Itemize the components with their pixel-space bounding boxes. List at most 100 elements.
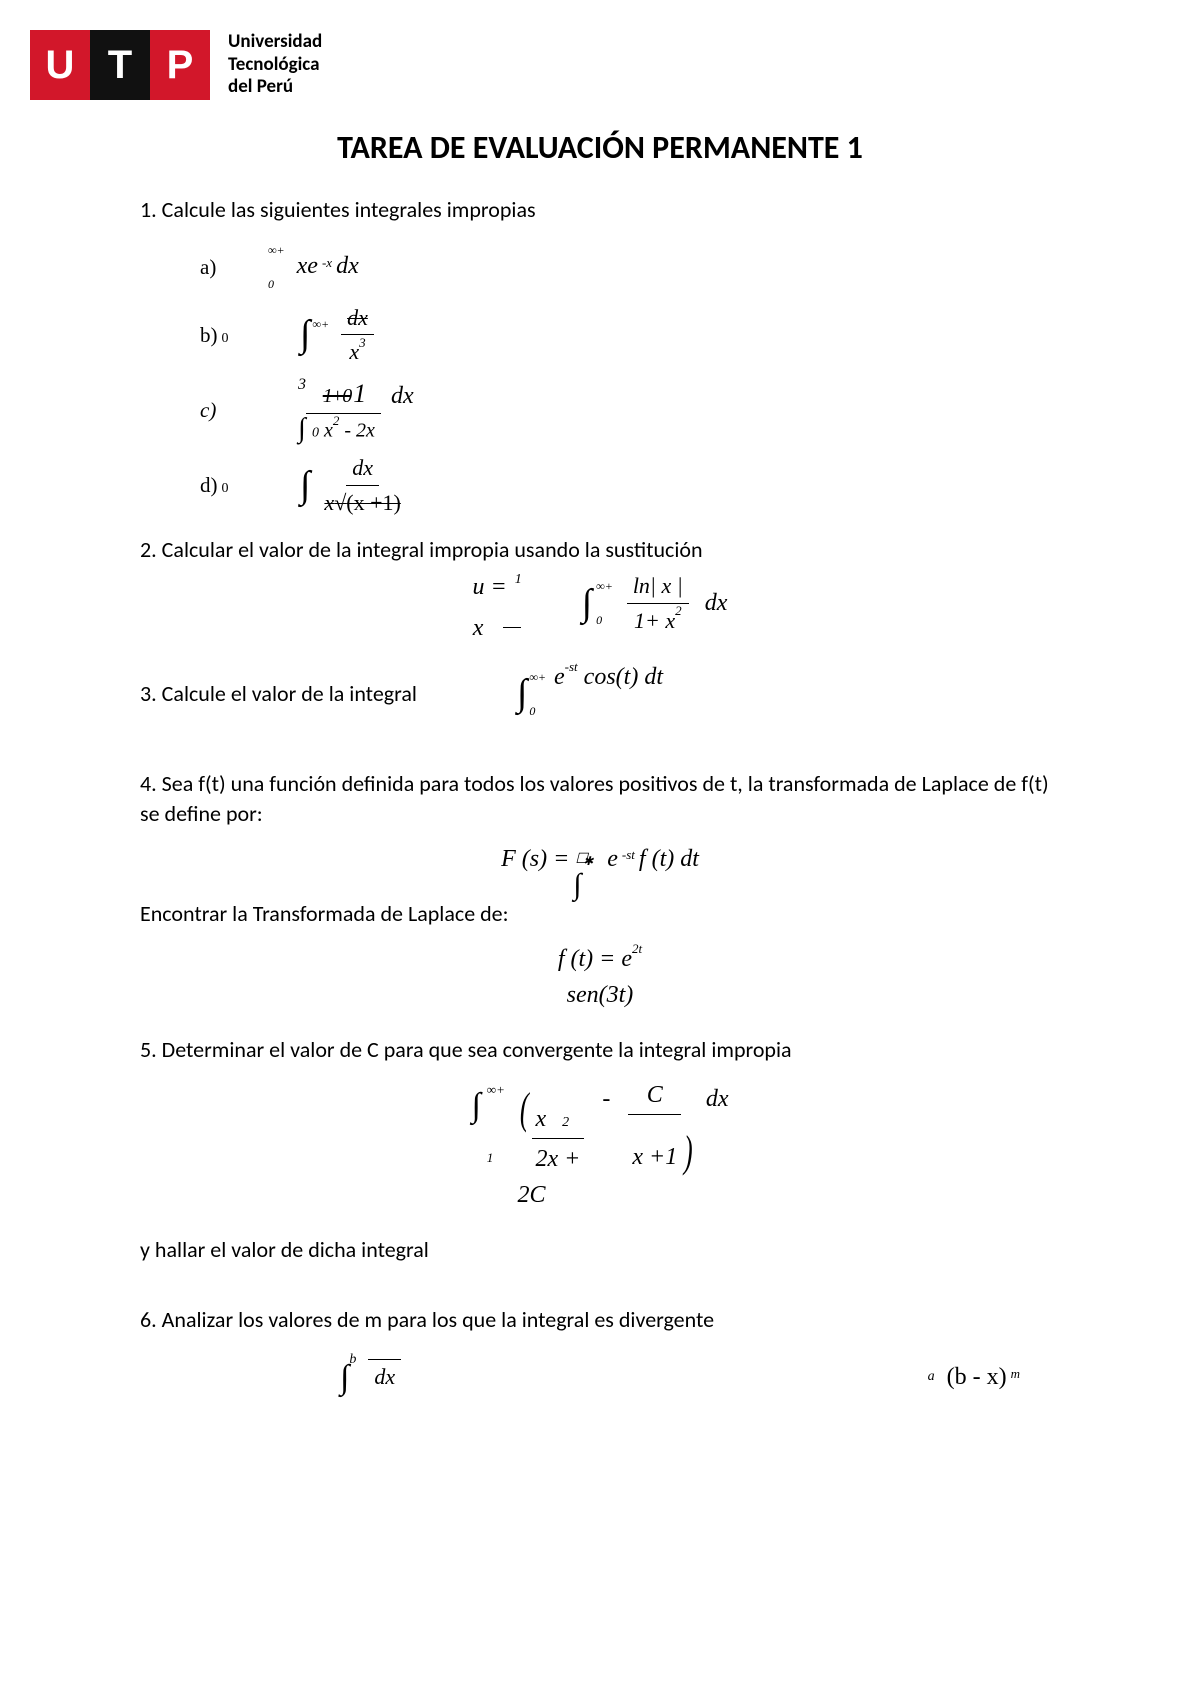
q1-b-num: dx bbox=[347, 305, 368, 330]
logo-letter-t: T bbox=[90, 30, 150, 100]
integral-icon: ∫ bbox=[471, 1083, 480, 1129]
q1-item-b: b) 0 ∫ ∞+ dx x3 bbox=[200, 303, 1060, 367]
q2-u-eq: u = bbox=[473, 571, 507, 603]
q5-x: x bbox=[536, 1103, 547, 1135]
q3-upper: ∞+ bbox=[529, 671, 546, 683]
integral-icon: ∫ bbox=[300, 460, 310, 511]
q1-c-den-rest: - 2x bbox=[339, 419, 375, 441]
question-2-prompt: 2. Calcular el valor de la integral impr… bbox=[140, 535, 1060, 565]
utp-logo: U T P bbox=[30, 30, 210, 100]
q1-d-lower-side: 0 bbox=[222, 481, 229, 496]
q5-two-c: 2C bbox=[517, 1179, 728, 1211]
q2-num: ln| x | bbox=[627, 571, 689, 604]
question-4-prompt2: Encontrar la Transformada de Laplace de: bbox=[140, 899, 1060, 929]
q1-c-label: c) bbox=[200, 396, 230, 424]
q6-right-body: (b - x) bbox=[947, 1361, 1007, 1393]
q3-lower: 0 bbox=[529, 705, 546, 717]
uni-line3: del Perú bbox=[228, 76, 322, 99]
q4-ft-eq: f (t) = e bbox=[558, 946, 632, 972]
q4-sen: sen(3t) bbox=[567, 979, 634, 1011]
q4-fs: F (s) = bbox=[501, 843, 569, 875]
integral-icon: ∫ bbox=[340, 1355, 349, 1401]
q5-two: 2 bbox=[562, 1114, 569, 1133]
q4-formula-1: F (s) = ☐ ✱ ∫ e-st f (t) dt bbox=[140, 843, 1060, 875]
document-header: U T P Universidad Tecnológica del Perú bbox=[30, 30, 1060, 100]
q1-c-num-pre: 1+0 bbox=[323, 385, 351, 407]
q1-c-upper: 3 bbox=[298, 377, 306, 393]
question-3: 3. Calcule el valor de la integral ∫ ∞+ … bbox=[140, 668, 1060, 719]
uni-line1: Universidad bbox=[228, 31, 322, 54]
q1-b-upper: ∞+ bbox=[312, 318, 329, 330]
q6-upper: b bbox=[349, 1351, 356, 1370]
q4-e: e bbox=[607, 843, 618, 875]
q2-x: x bbox=[473, 612, 484, 644]
q3-prompt: 3. Calcule el valor de la integral bbox=[140, 679, 417, 709]
q2-dx: dx bbox=[705, 587, 728, 619]
q3-cos: cos(t) dt bbox=[578, 664, 663, 690]
q5-upper: ∞+ bbox=[487, 1081, 505, 1099]
q2-formula-block: u = 1 x ∫ ∞+ 0 ln| x | 1+ x2 dx bbox=[140, 571, 1060, 644]
document-body: 1. Calcule las siguientes integrales imp… bbox=[140, 195, 1060, 1401]
q1-c-dx: dx bbox=[391, 380, 414, 412]
integral-icon: ∫ bbox=[517, 668, 527, 719]
q6-right-exp: m bbox=[1011, 1365, 1020, 1383]
q1-b-formula: ∫ ∞+ dx x3 bbox=[300, 303, 378, 367]
page-title: TAREA DE EVALUACIÓN PERMANENTE 1 bbox=[140, 128, 1060, 167]
q1-c-num: 1 bbox=[353, 379, 364, 408]
q1-d-formula: ∫ dx x√(x +1) bbox=[300, 453, 411, 517]
q1-item-a: a) ∞+ 0 xe-x dx bbox=[200, 239, 1060, 295]
q2-den: 1+ x bbox=[634, 608, 675, 633]
q1-d-paren: (x +1) bbox=[346, 490, 401, 515]
paren-right-icon: ) bbox=[684, 1122, 693, 1181]
integral-icon: ∫ bbox=[300, 309, 310, 360]
q5-den1: 2x bbox=[536, 1146, 559, 1172]
q1-b-label-text: b) bbox=[200, 323, 218, 347]
integral-icon: ∫ bbox=[582, 578, 592, 629]
q1-a-lower: 0 bbox=[268, 278, 285, 290]
q6-right-a: a bbox=[928, 1368, 935, 1387]
q2-upper: ∞+ bbox=[596, 580, 613, 592]
q5-c: C bbox=[647, 1082, 663, 1108]
question-4-prompt: 4. Sea f(t) una función definida para to… bbox=[140, 769, 1060, 828]
logo-letter-p: P bbox=[150, 30, 210, 100]
q1-d-label-text: d) bbox=[200, 473, 218, 497]
q5-den2: x +1 bbox=[632, 1144, 677, 1170]
q1-d-root: √ bbox=[334, 490, 346, 515]
q1-b-den: x bbox=[349, 339, 359, 364]
paren-left-icon: ( bbox=[520, 1079, 529, 1138]
q3-e: e bbox=[554, 664, 565, 690]
q2-lower: 0 bbox=[596, 614, 613, 626]
q2-den-exp: 2 bbox=[675, 603, 682, 618]
university-name: Universidad Tecnológica del Perú bbox=[228, 31, 322, 99]
q6-num: dx bbox=[368, 1359, 401, 1394]
question-5-prompt: 5. Determinar el valor de C para que sea… bbox=[140, 1035, 1060, 1065]
question-5-after: y hallar el valor de dicha integral bbox=[140, 1235, 1060, 1265]
q6-formula-row: ∫ b dx a (b - x)m bbox=[140, 1355, 1060, 1401]
question-1-prompt: 1. Calcule las siguientes integrales imp… bbox=[140, 195, 1060, 225]
q5-dx: dx bbox=[706, 1083, 729, 1115]
q3-exp: -st bbox=[565, 659, 578, 674]
q1-b-lower-side: 0 bbox=[222, 331, 229, 346]
q5-plus: + bbox=[564, 1146, 580, 1172]
q1-c-den-exp: 2 bbox=[333, 413, 340, 428]
q2-one: 1 bbox=[515, 571, 522, 590]
q1-item-c: c) 3 ∫ 1+0 1 0 x2 - 2x dx bbox=[200, 375, 1060, 445]
q1-b-label: b) 0 bbox=[200, 321, 230, 349]
q5-formula: ∫ ∞+ 1 ( x 2 2x + bbox=[140, 1079, 1060, 1211]
q1-a-exp: -x bbox=[322, 254, 332, 272]
uni-line2: Tecnológica bbox=[228, 54, 322, 77]
q1-d-num: dx bbox=[346, 453, 379, 486]
q1-c-lower: 0 bbox=[312, 425, 319, 440]
q1-c-formula: 3 ∫ 1+0 1 0 x2 - 2x dx bbox=[300, 376, 414, 445]
q1-a-body: xe bbox=[297, 250, 318, 282]
q1-c-den: x bbox=[324, 419, 333, 441]
q5-lower: 1 bbox=[487, 1149, 505, 1167]
q4-ft-exp: 2t bbox=[632, 941, 642, 956]
q4-ft: f (t) dt bbox=[639, 843, 699, 875]
q4-int-icon: ∫ bbox=[573, 865, 581, 906]
logo-letter-u: U bbox=[30, 30, 90, 100]
q1-item-d: d) 0 ∫ dx x√(x +1) bbox=[200, 453, 1060, 517]
q1-a-dx: dx bbox=[336, 250, 359, 282]
q1-d-den-x: x bbox=[324, 490, 334, 515]
question-6-prompt: 6. Analizar los valores de m para los qu… bbox=[140, 1305, 1060, 1335]
